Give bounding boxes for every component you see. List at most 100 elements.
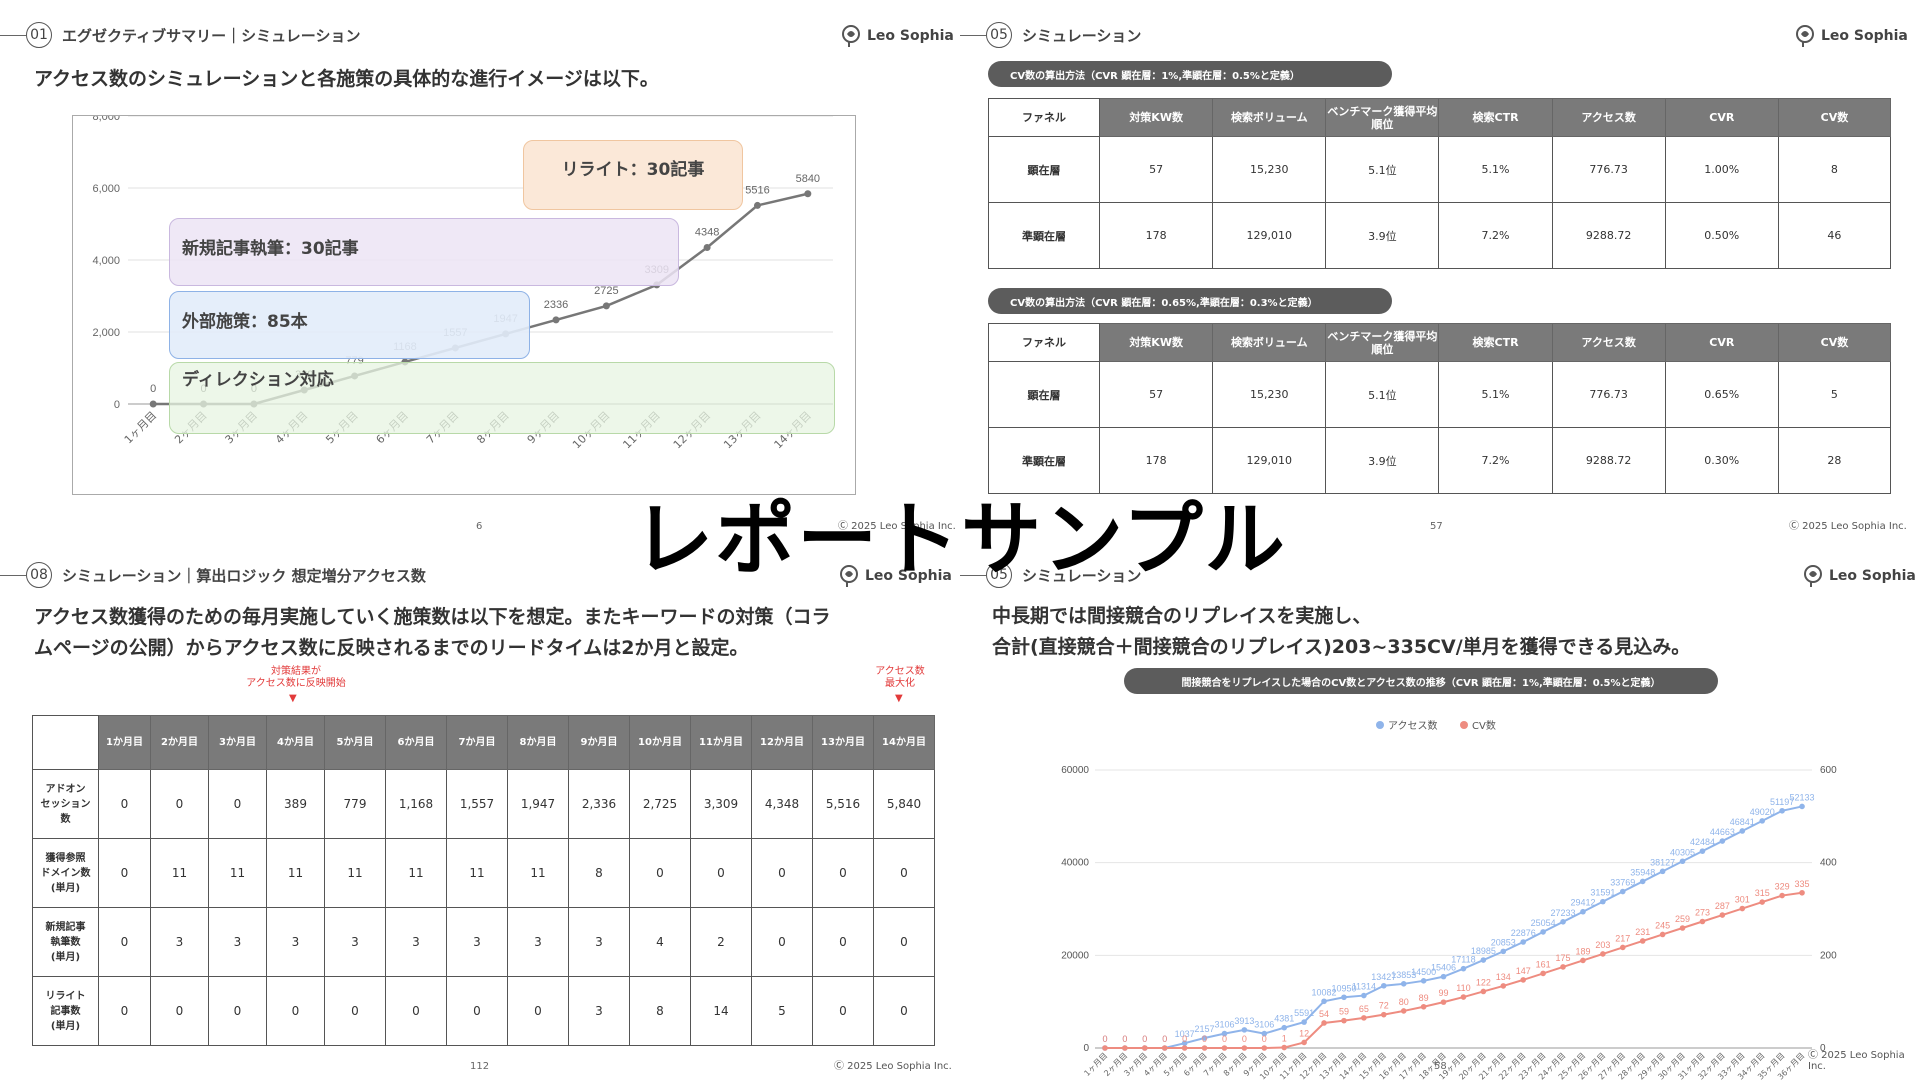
left-y-tick-label: 40000 <box>1061 858 1089 869</box>
table-cell: 8 <box>568 838 630 908</box>
data-label: 31591 <box>1590 888 1615 898</box>
table-cell: 28 <box>1777 427 1892 494</box>
data-label: 0 <box>1142 1034 1147 1044</box>
access-simulation-chart: 02,0004,0006,0008,00001ヶ月目02ヶ月目03ヶ月目3894… <box>72 111 856 495</box>
table-cell: 11 <box>150 838 209 908</box>
section-header: 05 シミュレーション <box>960 22 1141 48</box>
data-point <box>1141 1045 1148 1051</box>
data-point <box>1779 807 1785 814</box>
data-label: 3913 <box>1234 1016 1254 1026</box>
table-cell: 389 <box>266 769 325 839</box>
data-point <box>1540 970 1546 977</box>
table-cell: 3 <box>446 907 508 977</box>
data-label: 0 <box>1222 1034 1227 1044</box>
column-header: CV数 <box>1777 323 1892 362</box>
data-label: 0 <box>1102 1034 1107 1044</box>
table-cell: 15,230 <box>1212 361 1327 428</box>
table-cell: 0 <box>812 976 874 1046</box>
table-cell: 178 <box>1099 202 1214 269</box>
table1-caption: CV数の算出方法（CVR 顕在層：1%,準顕在層：0.5%と定義） <box>988 61 1392 87</box>
data-label: 189 <box>1575 946 1590 956</box>
table-cell: 1,557 <box>446 769 508 839</box>
table-row: 顕在層 57 15,230 5.1位 5.1% 776.73 1.00% 8 <box>987 136 1892 203</box>
cv-table-1: ファネル 対策KW数 検索ボリューム ベンチマーク獲得平均順位 検索CTR アクセス数 CV… <box>987 98 1892 269</box>
data-point <box>1221 1030 1228 1037</box>
data-label: 14500 <box>1411 967 1436 977</box>
month-header: 1か月目 <box>98 715 151 770</box>
right-y-tick-label: 600 <box>1820 765 1837 776</box>
data-label: 5591 <box>1294 1008 1314 1018</box>
table-cell: 1,168 <box>385 769 447 839</box>
table-cell: 0 <box>98 769 151 839</box>
month-header: 5か月目 <box>324 715 386 770</box>
slide-lead-line2: 合計(直接競合＋間接競合のリプレイス)203~335CV/単月を獲得できる見込み… <box>992 636 1691 658</box>
table-cell: 0 <box>690 838 752 908</box>
logo-mark-icon <box>1796 25 1814 47</box>
data-label: 0 <box>1122 1034 1127 1044</box>
logo-mark-icon <box>1804 565 1822 587</box>
table-cell: 1,947 <box>507 769 569 839</box>
table-cell: 0.30% <box>1664 427 1779 494</box>
table-cell: 3 <box>568 976 630 1046</box>
logo-text: Leo Sophia <box>865 568 952 584</box>
table-cell: 0 <box>507 976 569 1046</box>
data-point <box>1301 1019 1307 1025</box>
copyright: Ⓒ 2025 Leo Sophia Inc. <box>834 1061 952 1072</box>
table-cell: 0 <box>629 838 691 908</box>
cv-table-2: ファネル 対策KW数 検索ボリューム ベンチマーク獲得平均順位 検索CTR アクセス数 CV… <box>987 323 1892 494</box>
data-point <box>1440 973 1447 980</box>
data-point <box>1361 992 1367 999</box>
table-cell: 3.9位 <box>1325 427 1440 494</box>
section-line <box>960 34 986 36</box>
table-cell: 3 <box>568 907 630 977</box>
table-cell: 3 <box>385 907 447 977</box>
column-header: 対策KW数 <box>1099 323 1214 362</box>
table-cell: 4 <box>629 907 691 977</box>
chart-title: 間接競合をリプレイスした場合のCV数とアクセス数の推移（CVR 顕在層：1%,準… <box>1124 668 1718 694</box>
data-label: 0 <box>1142 1034 1147 1044</box>
data-label: 2336 <box>544 299 568 311</box>
table-cell: 9288.72 <box>1551 202 1666 269</box>
data-label: 22876 <box>1511 928 1536 938</box>
table-cell: 776.73 <box>1551 136 1666 203</box>
access-data-point <box>602 302 610 310</box>
data-label: 0 <box>1162 1034 1167 1044</box>
month-header: 8か月目 <box>507 715 569 770</box>
data-label: 3106 <box>1254 1020 1274 1030</box>
logo-text: Leo Sophia <box>1821 28 1908 44</box>
month-header: 12か月目 <box>751 715 813 770</box>
column-header: CV数 <box>1777 98 1892 137</box>
data-point <box>1361 1015 1367 1021</box>
access-data-point <box>804 190 812 198</box>
leo-sophia-logo: Leo Sophia <box>840 24 954 48</box>
data-point <box>1281 1044 1288 1051</box>
data-label: 27233 <box>1551 908 1576 918</box>
month-header: 11か月目 <box>690 715 752 770</box>
data-point <box>1181 1045 1188 1051</box>
data-label: 335 <box>1795 879 1810 889</box>
data-point <box>1221 1045 1228 1051</box>
data-label: 1 <box>1282 1034 1287 1044</box>
left-y-tick-label: 0 <box>1083 1043 1089 1054</box>
data-label: 15406 <box>1431 963 1456 973</box>
table-cell: 0 <box>446 976 508 1046</box>
data-point <box>1400 981 1407 987</box>
data-point <box>1619 888 1626 895</box>
data-label: 65 <box>1359 1004 1369 1014</box>
logo-mark-icon <box>842 25 860 47</box>
access-data-point <box>703 243 711 251</box>
note-arrow-down-icon: ▼ <box>895 693 903 704</box>
access-data-point <box>149 400 157 408</box>
note-reflection-start: 対策結果が アクセス数に反映開始 <box>236 666 356 690</box>
data-label: 110 <box>1456 983 1470 993</box>
data-label: 5840 <box>796 173 820 185</box>
header-row: ファネル 対策KW数 検索ボリューム ベンチマーク獲得平均順位 検索CTR アクセス数 CV… <box>987 323 1892 362</box>
data-label: 0 <box>1182 1034 1187 1044</box>
data-point <box>1560 919 1566 925</box>
data-point <box>1520 977 1527 983</box>
data-point <box>1420 1003 1427 1010</box>
row-header: 顕在層 <box>987 361 1101 428</box>
data-label: 80 <box>1399 997 1409 1007</box>
table-row: 獲得参照 ドメイン数 (単月) 0 11 11 11 11 11 11 11 8 0 0 0 0 0 <box>32 838 935 908</box>
header-row: ファネル 対策KW数 検索ボリューム ベンチマーク獲得平均順位 検索CTR アクセス数 CV… <box>987 98 1892 137</box>
